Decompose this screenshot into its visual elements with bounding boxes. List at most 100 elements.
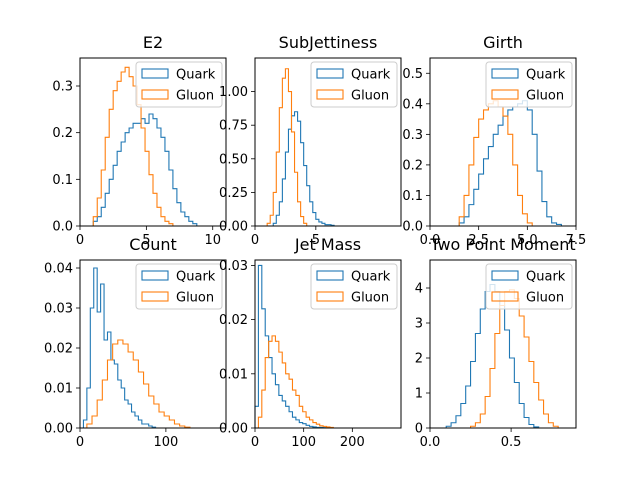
- legend-swatch-quark: [491, 270, 519, 281]
- legend-label-quark: Quark: [176, 68, 216, 83]
- y-tick-label: 0.3: [52, 80, 73, 95]
- x-tick-label: 200: [340, 435, 365, 450]
- legend-swatch-gluon: [316, 291, 344, 302]
- y-tick-label: 0.03: [219, 259, 248, 274]
- legend-label-gluon: Gluon: [176, 89, 214, 104]
- series-quark-histogram: [92, 113, 198, 226]
- y-tick-label: 0.2: [52, 126, 73, 141]
- axes-frame: [429, 57, 577, 227]
- x-tick-label: 0: [76, 435, 84, 450]
- axes-frame: [79, 57, 227, 227]
- legend-label-gluon: Gluon: [351, 291, 389, 306]
- legend-swatch-quark: [316, 68, 344, 79]
- legend-swatch-gluon: [491, 291, 519, 302]
- y-tick-label: 1: [415, 387, 423, 402]
- legend-frame: [485, 61, 573, 108]
- y-tick-label: 0.25: [219, 186, 248, 201]
- y-tick-label: 0.2: [402, 158, 423, 173]
- legend-frame: [310, 61, 398, 108]
- legend-swatch-gluon: [141, 291, 169, 302]
- x-tick-label: 10: [204, 233, 221, 248]
- panel-title: SubJettiness: [279, 33, 378, 52]
- legend-label-gluon: Gluon: [176, 291, 214, 306]
- panel-4: 0 100 200 0.00 0.01 0.02 0.03 Quark Gluon Jet Mas…: [219, 235, 402, 450]
- legend-swatch-quark: [316, 270, 344, 281]
- x-tick-label: 7.5: [566, 233, 587, 248]
- legend-swatch-gluon: [491, 89, 519, 100]
- series-quark-histogram: [272, 111, 335, 226]
- legend-swatch-gluon: [141, 89, 169, 100]
- y-tick-label: 4: [415, 282, 423, 297]
- y-tick-label: 1.00: [219, 85, 248, 100]
- y-tick-label: 0.3: [402, 128, 423, 143]
- panel-title: Two Point Moment: [429, 235, 575, 254]
- legend-frame: [485, 263, 573, 310]
- axes-frame: [254, 259, 402, 429]
- x-tick-label: 0.5: [501, 435, 522, 450]
- legend-label-quark: Quark: [351, 270, 391, 285]
- y-tick-label: 0.1: [52, 173, 73, 188]
- legend-label-quark: Quark: [351, 68, 391, 83]
- x-tick-label: 2.5: [468, 233, 489, 248]
- panel-2: 0.0 2.5 5.0 7.5 0.0 0.1 0.2 0.3 0.4 0.5 Quark Gluon…: [402, 33, 586, 248]
- y-tick-label: 0.00: [219, 422, 248, 437]
- legend-swatch-quark: [141, 68, 169, 79]
- axes-frame: [79, 259, 227, 429]
- panel-title: Jet Mass: [294, 235, 361, 254]
- series-quark-histogram: [458, 100, 562, 226]
- legend-label-quark: Quark: [526, 68, 566, 83]
- y-tick-label: 0.5: [402, 67, 423, 82]
- series-gluon-histogram: [92, 66, 174, 226]
- y-tick-label: 0.04: [44, 262, 73, 277]
- y-tick-label: 0: [415, 422, 423, 437]
- legend: Quark Gluon: [485, 61, 573, 108]
- legend-swatch-quark: [141, 270, 169, 281]
- y-tick-label: 0.01: [219, 367, 248, 382]
- legend-frame: [310, 263, 398, 310]
- panel-title: Girth: [483, 33, 523, 52]
- y-tick-label: 0.1: [402, 189, 423, 204]
- legend-label-gluon: Gluon: [526, 89, 564, 104]
- x-tick-label: 100: [291, 435, 316, 450]
- y-tick-label: 0.50: [219, 152, 248, 167]
- x-tick-label: 5: [142, 233, 150, 248]
- legend-label-quark: Quark: [526, 270, 566, 285]
- legend-swatch-quark: [491, 68, 519, 79]
- series-gluon-histogram: [86, 339, 191, 428]
- y-tick-label: 0.4: [402, 97, 423, 112]
- y-tick-label: 0.0: [52, 220, 73, 235]
- x-tick-label: 0: [76, 233, 84, 248]
- y-tick-label: 0.01: [44, 382, 73, 397]
- y-tick-label: 0.00: [44, 422, 73, 437]
- series-quark-histogram: [254, 264, 328, 429]
- series-gluon-histogram: [257, 335, 334, 429]
- legend: Quark Gluon: [310, 61, 398, 108]
- y-tick-label: 0.75: [219, 119, 248, 134]
- series-quark-histogram: [82, 267, 157, 428]
- panel-0: 0 5 10 0.0 0.1 0.2 0.3 Quark Gluon E2: [52, 33, 227, 248]
- x-tick-label: 0.0: [420, 233, 441, 248]
- panel-title: Count: [129, 235, 177, 254]
- y-tick-label: 3: [415, 317, 423, 332]
- y-tick-label: 0.03: [44, 302, 73, 317]
- y-tick-label: 0.0: [402, 220, 423, 235]
- panel-5: 0.0 0.5 0 1 2 3 4 Quark Gluon Two Point Moment: [415, 235, 577, 450]
- panel-title: E2: [143, 33, 163, 52]
- legend-label-gluon: Gluon: [526, 291, 564, 306]
- legend: Quark Gluon: [135, 263, 223, 310]
- legend-frame: [135, 263, 223, 310]
- panel-1: 0 5 0.00 0.25 0.50 0.75 1.00 Quark Gluon SubJetti…: [219, 33, 402, 248]
- x-tick-label: 0.0: [420, 435, 441, 450]
- y-tick-label: 2: [415, 352, 423, 367]
- legend-frame: [135, 61, 223, 108]
- axes-frame: [429, 259, 577, 429]
- y-tick-label: 0.02: [44, 342, 73, 357]
- axes-frame: [254, 57, 402, 227]
- legend-label-quark: Quark: [176, 270, 216, 285]
- x-tick-label: 5.0: [517, 233, 538, 248]
- x-tick-label: 0: [251, 233, 259, 248]
- x-tick-label: 100: [153, 435, 178, 450]
- legend: Quark Gluon: [310, 263, 398, 310]
